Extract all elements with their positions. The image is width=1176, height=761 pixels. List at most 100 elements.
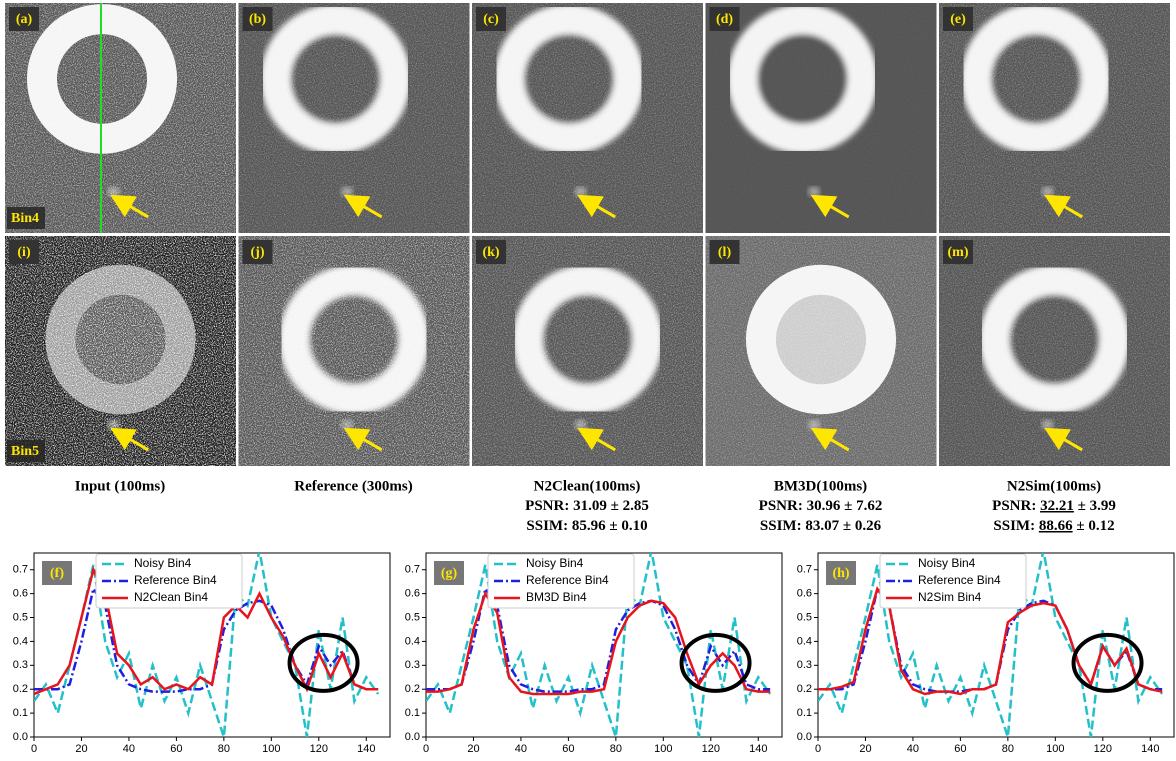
metric-part: PSNR: [992, 498, 1040, 514]
image-panel: (k) [472, 236, 703, 466]
x-tick-label: 120 [310, 743, 328, 755]
y-tick-label: 0.0 [797, 731, 812, 743]
y-tick-label: 0.6 [797, 588, 812, 600]
panel-tag: Bin4 [11, 211, 39, 226]
noise [5, 3, 236, 233]
y-tick-label: 0.7 [13, 564, 28, 576]
y-tick-label: 0.6 [13, 588, 28, 600]
panel-label: (a) [16, 12, 33, 27]
legend-label: Noisy Bin4 [918, 556, 976, 570]
legend-label: Reference Bin4 [526, 573, 609, 587]
metric-part: 88.66 [1039, 518, 1073, 534]
metric-part: 85.96 [572, 518, 606, 534]
x-tick-label: 60 [954, 743, 966, 755]
y-tick-label: 0.1 [797, 707, 812, 719]
y-tick-label: 0.4 [13, 635, 28, 647]
y-tick-label: 0.2 [405, 683, 420, 695]
noise [939, 236, 1170, 466]
metric-part: ± 7.62 [840, 498, 882, 514]
image-panel: (e) [939, 3, 1170, 233]
metric-part: 30.96 [807, 498, 841, 514]
x-tick-label: 20 [859, 743, 871, 755]
x-tick-label: 80 [1002, 743, 1014, 755]
x-tick-label: 40 [515, 743, 527, 755]
legend-label: N2Clean Bin4 [134, 590, 208, 604]
metric-part: ± 0.26 [839, 518, 881, 534]
x-tick-label: 100 [1046, 743, 1064, 755]
x-tick-label: 140 [749, 743, 767, 755]
y-tick-label: 0.4 [797, 635, 812, 647]
caption-metric: PSNR: 32.21 ± 3.99 [992, 498, 1116, 514]
y-tick-label: 0.5 [405, 611, 420, 623]
noise [239, 236, 470, 466]
panel-label: (c) [483, 12, 499, 27]
y-tick-label: 0.0 [13, 731, 28, 743]
x-tick-label: 20 [467, 743, 479, 755]
legend-label: Noisy Bin4 [526, 556, 584, 570]
x-tick-label: 60 [170, 743, 182, 755]
image-panel: (i)Bin5 [5, 236, 236, 466]
panel-label: (k) [482, 245, 499, 260]
metric-part: ± 0.12 [1073, 518, 1115, 534]
metric-part: PSNR: [525, 498, 573, 514]
noise [706, 236, 937, 466]
noise [5, 236, 236, 466]
x-tick-label: 140 [357, 743, 375, 755]
noise [939, 3, 1170, 233]
panel-tag: Bin5 [11, 444, 39, 459]
noise [706, 3, 937, 233]
image-panel: (c) [472, 3, 703, 233]
panel-label: (b) [249, 12, 266, 27]
x-tick-label: 40 [907, 743, 919, 755]
noise [472, 236, 703, 466]
metric-part: ± 2.85 [607, 498, 649, 514]
metric-part: SSIM: [993, 518, 1038, 534]
x-tick-label: 0 [423, 743, 429, 755]
y-tick-label: 0.2 [797, 683, 812, 695]
noise [239, 3, 470, 233]
y-tick-label: 0.3 [797, 659, 812, 671]
caption-metric: SSIM: 83.07 ± 0.26 [760, 518, 882, 534]
x-tick-label: 120 [1094, 743, 1112, 755]
caption-metric: SSIM: 88.66 ± 0.12 [993, 518, 1114, 534]
caption-title: BM3D(100ms) [774, 478, 867, 494]
panel-label: (d) [716, 12, 733, 27]
caption-title: N2Clean(100ms) [534, 478, 641, 494]
y-tick-label: 0.7 [405, 564, 420, 576]
x-tick-label: 0 [31, 743, 37, 755]
y-tick-label: 0.3 [405, 659, 420, 671]
legend-label: Reference Bin4 [134, 573, 217, 587]
image-panel: (a) Bin4 [5, 3, 236, 233]
caption-metric: PSNR: 31.09 ± 2.85 [525, 498, 649, 514]
image-panel: (d) [706, 3, 937, 233]
panel-label: (g) [441, 566, 458, 581]
metric-part: SSIM: [760, 518, 805, 534]
x-tick-label: 100 [654, 743, 672, 755]
y-tick-label: 0.4 [405, 635, 420, 647]
x-tick-label: 140 [1141, 743, 1159, 755]
x-tick-label: 60 [562, 743, 574, 755]
panel-label: (e) [950, 12, 966, 27]
metric-part: ± 3.99 [1074, 498, 1116, 514]
caption-title: Reference (300ms) [294, 478, 412, 494]
x-tick-label: 20 [75, 743, 87, 755]
y-tick-label: 0.2 [13, 683, 28, 695]
figure: (a) Bin4 (b) (c) (d) (e) (i)Bin5 (j) (k) (l) (m) In… [0, 0, 1176, 756]
caption-title: Input (100ms) [75, 478, 165, 494]
x-tick-label: 0 [815, 743, 821, 755]
metric-part: ± 0.10 [606, 518, 648, 534]
metric-part: 31.09 [573, 498, 607, 514]
image-panel: (b) [239, 3, 470, 233]
x-tick-label: 40 [123, 743, 135, 755]
panel-label: (h) [832, 566, 849, 581]
metric-part: SSIM: [526, 518, 571, 534]
panel-label: (j) [251, 245, 265, 260]
y-tick-label: 0.3 [13, 659, 28, 671]
legend-label: N2Sim Bin4 [918, 590, 982, 604]
caption-title: N2Sim(100ms) [1007, 478, 1101, 494]
metric-part: 83.07 [805, 518, 839, 534]
legend-label: BM3D Bin4 [526, 590, 587, 604]
image-panel: (m) [939, 236, 1170, 466]
panel-label: (l) [718, 245, 732, 260]
caption-metric: SSIM: 85.96 ± 0.10 [526, 518, 647, 534]
